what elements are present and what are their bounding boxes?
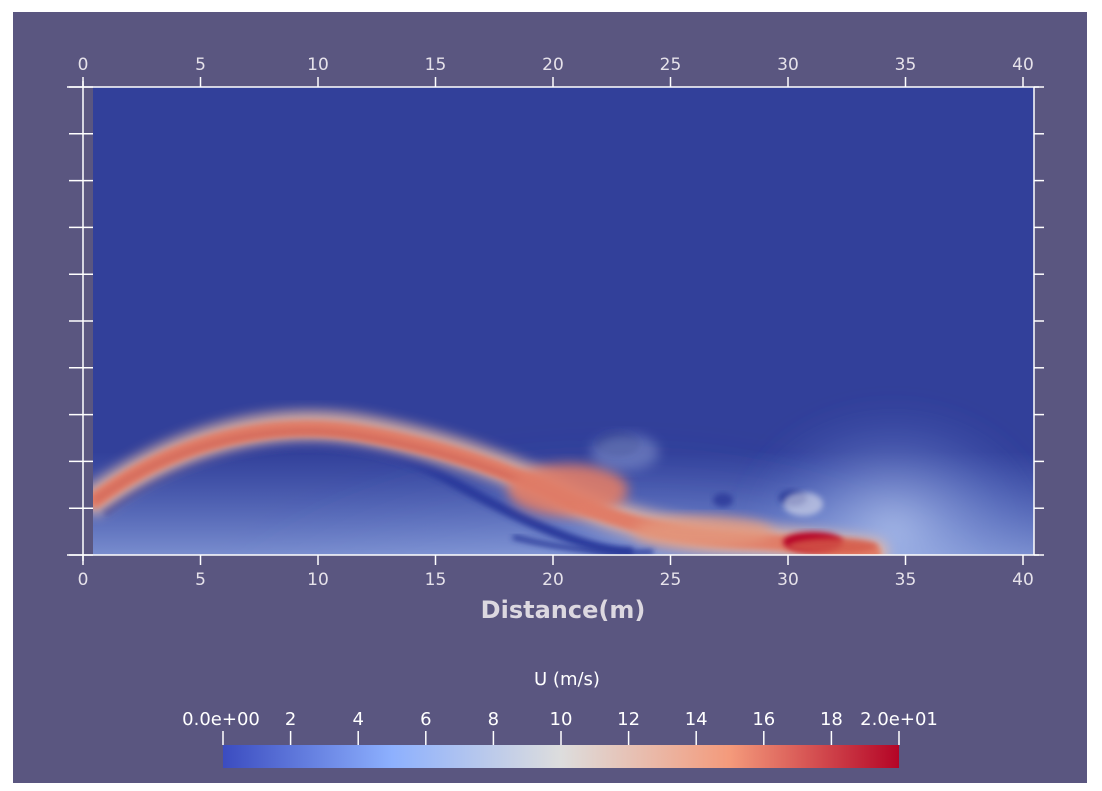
x-tick-label-bottom: 15 — [425, 570, 447, 590]
colorbar-tick-label: 4 — [352, 709, 363, 730]
x-tick-label-top: 35 — [895, 55, 917, 75]
x-tick-label-top: 10 — [307, 55, 329, 75]
colorbar-gradient — [223, 745, 899, 768]
jet-center — [94, 428, 576, 507]
colorbar-title: U (m/s) — [534, 669, 600, 690]
x-tick-label-top: 0 — [78, 55, 89, 75]
colorbar: U (m/s) 0.0e+00 2 4 6 8 10 12 14 16 18 2.0e+01 — [182, 669, 938, 768]
x-tick-label-top: 20 — [542, 55, 564, 75]
x-tick-label-bottom: 5 — [195, 570, 206, 590]
colorbar-tick-label: 18 — [820, 709, 843, 730]
x-tick-label-bottom: 0 — [78, 570, 89, 590]
x-tick-label-top: 30 — [777, 55, 799, 75]
splash-region — [508, 464, 628, 516]
colorbar-tick-label: 12 — [617, 709, 640, 730]
colorbar-tick-label: 10 — [550, 709, 573, 730]
colorbar-ticks: 0.0e+00 2 4 6 8 10 12 14 16 18 2.0e+01 — [182, 709, 938, 745]
colorbar-tick-label: 0.0e+00 — [182, 709, 260, 730]
x-tick-label-top: 5 — [195, 55, 206, 75]
velocity-field — [93, 87, 1034, 555]
jet-underside-shadow — [100, 438, 634, 555]
velocity-plot: 0 0 5 5 10 10 15 15 20 20 25 25 30 30 35 35 40 40 Distanc… — [67, 55, 1044, 768]
render-viewport[interactable]: 0 0 5 5 10 10 15 15 20 20 25 25 30 30 35 35 40 40 Distanc… — [13, 12, 1087, 783]
x-tick-label-bottom: 35 — [895, 570, 917, 590]
axes: 0 0 5 5 10 10 15 15 20 20 25 25 30 30 35 35 40 40 — [67, 55, 1044, 590]
x-axis-title: Distance(m) — [481, 596, 646, 624]
colorbar-tick-label: 14 — [685, 709, 708, 730]
x-tick-label-bottom: 10 — [307, 570, 329, 590]
x-tick-label-bottom: 20 — [542, 570, 564, 590]
colorbar-tick-label: 6 — [420, 709, 431, 730]
colorbar-tick-label: 8 — [488, 709, 499, 730]
colorbar-tick-label: 2.0e+01 — [860, 709, 938, 730]
x-tick-label-bottom: 25 — [660, 570, 682, 590]
x-tick-label-top: 25 — [660, 55, 682, 75]
colorbar-tick-label: 16 — [752, 709, 775, 730]
colorbar-tick-label: 2 — [285, 709, 296, 730]
x-tick-label-top: 15 — [425, 55, 447, 75]
x-tick-label-top: 40 — [1012, 55, 1034, 75]
x-tick-label-bottom: 30 — [777, 570, 799, 590]
x-tick-label-bottom: 40 — [1012, 570, 1034, 590]
